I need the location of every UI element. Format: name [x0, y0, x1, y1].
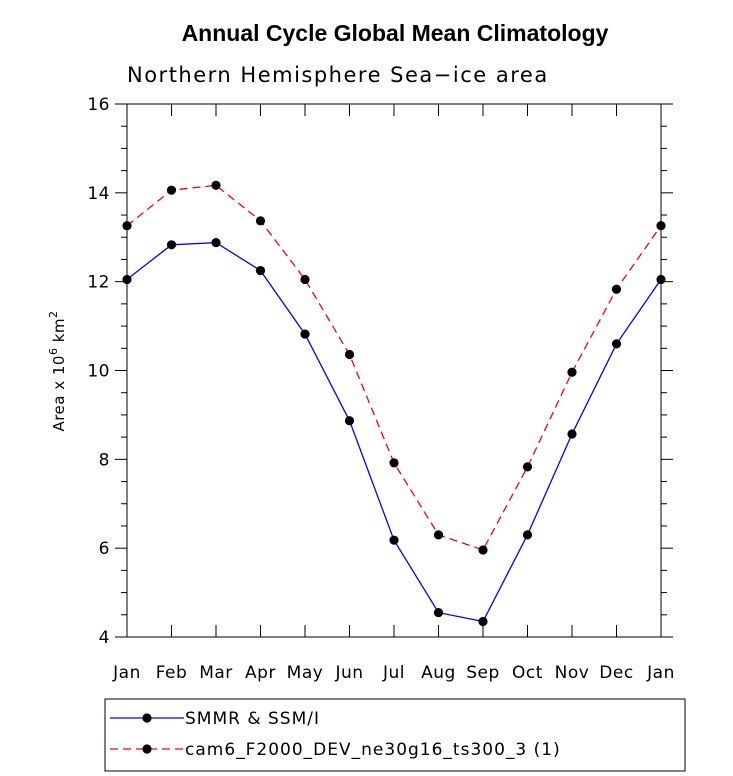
legend-marker-2	[142, 744, 152, 754]
axis-ticks	[115, 103, 673, 638]
series-1-point	[255, 265, 266, 276]
series-2-point	[255, 216, 266, 226]
x-tick-label: Jan	[646, 663, 675, 683]
series-layer	[122, 180, 666, 627]
series-line-2	[126, 184, 662, 551]
legend-marker-1	[142, 713, 152, 723]
y-tick-label: 6	[99, 539, 110, 559]
chart-subtitle: Northern Hemisphere Sea−ice area	[127, 63, 549, 87]
x-tick-label: Nov	[555, 663, 590, 683]
legend-label-2: cam6_F2000_DEV_ne30g16_ts300_3 (1)	[185, 740, 561, 760]
series-1-point	[522, 530, 533, 540]
legend-box	[104, 698, 686, 772]
y-tick-label: 16	[87, 95, 110, 115]
series-1-point	[478, 616, 488, 627]
series-2-point	[522, 462, 533, 472]
legend-label-1: SMMR & SSM/I	[185, 709, 320, 729]
series-2-point	[656, 221, 666, 231]
series-1-point	[122, 274, 132, 285]
series-1-point	[344, 416, 355, 426]
y-axis-label-exponent-1: 6	[47, 348, 60, 356]
series-2-point	[344, 349, 355, 360]
x-tick-label: Jan	[112, 663, 141, 683]
y-axis-label-prefix: Area x 10	[50, 355, 68, 432]
x-tick-label: Aug	[421, 663, 456, 683]
x-tick-label: May	[287, 663, 324, 683]
series-2-point	[389, 458, 399, 468]
series-1-point	[211, 237, 221, 248]
series-1-point	[611, 339, 622, 349]
series-1-point	[166, 240, 177, 250]
y-tick-label: 10	[87, 362, 110, 382]
x-tick-label: Sep	[466, 663, 500, 683]
series-1-point	[567, 429, 577, 439]
series-1-point	[656, 274, 666, 285]
y-axis-label-exponent-2: 2	[47, 310, 60, 318]
chart-title: Annual Cycle Global Mean Climatology	[182, 20, 609, 46]
y-tick-label: 14	[87, 184, 110, 204]
series-2-point	[166, 185, 177, 195]
series-2-point	[567, 367, 577, 377]
series-1-point	[300, 329, 310, 339]
x-tick-label: Mar	[199, 663, 233, 683]
series-2-point	[122, 221, 132, 231]
x-tick-label: Jul	[382, 663, 405, 683]
plot-frame	[126, 103, 662, 638]
y-tick-label: 4	[99, 628, 110, 648]
series-2-point	[478, 545, 488, 555]
y-tick-labels: 4 6 8 10 12 14 16	[87, 95, 110, 648]
series-1-point	[433, 607, 444, 618]
series-2-point	[300, 274, 310, 285]
x-tick-label: Feb	[156, 663, 188, 683]
x-tick-label: Oct	[512, 663, 543, 683]
x-tick-label: Jun	[334, 663, 363, 683]
x-tick-label: Apr	[245, 663, 276, 683]
y-tick-label: 8	[99, 450, 110, 470]
series-2-point	[211, 180, 221, 190]
series-line-1	[126, 241, 662, 623]
series-2-point	[611, 284, 622, 294]
x-tick-label: Dec	[599, 663, 633, 683]
y-tick-label: 12	[87, 273, 110, 293]
y-axis-label: Area x 106 km2	[47, 310, 68, 431]
y-axis-label-unit: km	[50, 318, 68, 348]
x-tick-labels: Jan Feb Mar Apr May Jun Jul Aug Sep Oct Nov Dec Jan	[112, 663, 675, 683]
series-1-point	[389, 535, 399, 545]
legend: SMMR & SSM/I cam6_F2000_DEV_ne30g16_ts300…	[110, 709, 561, 760]
series-2-point	[433, 530, 444, 540]
